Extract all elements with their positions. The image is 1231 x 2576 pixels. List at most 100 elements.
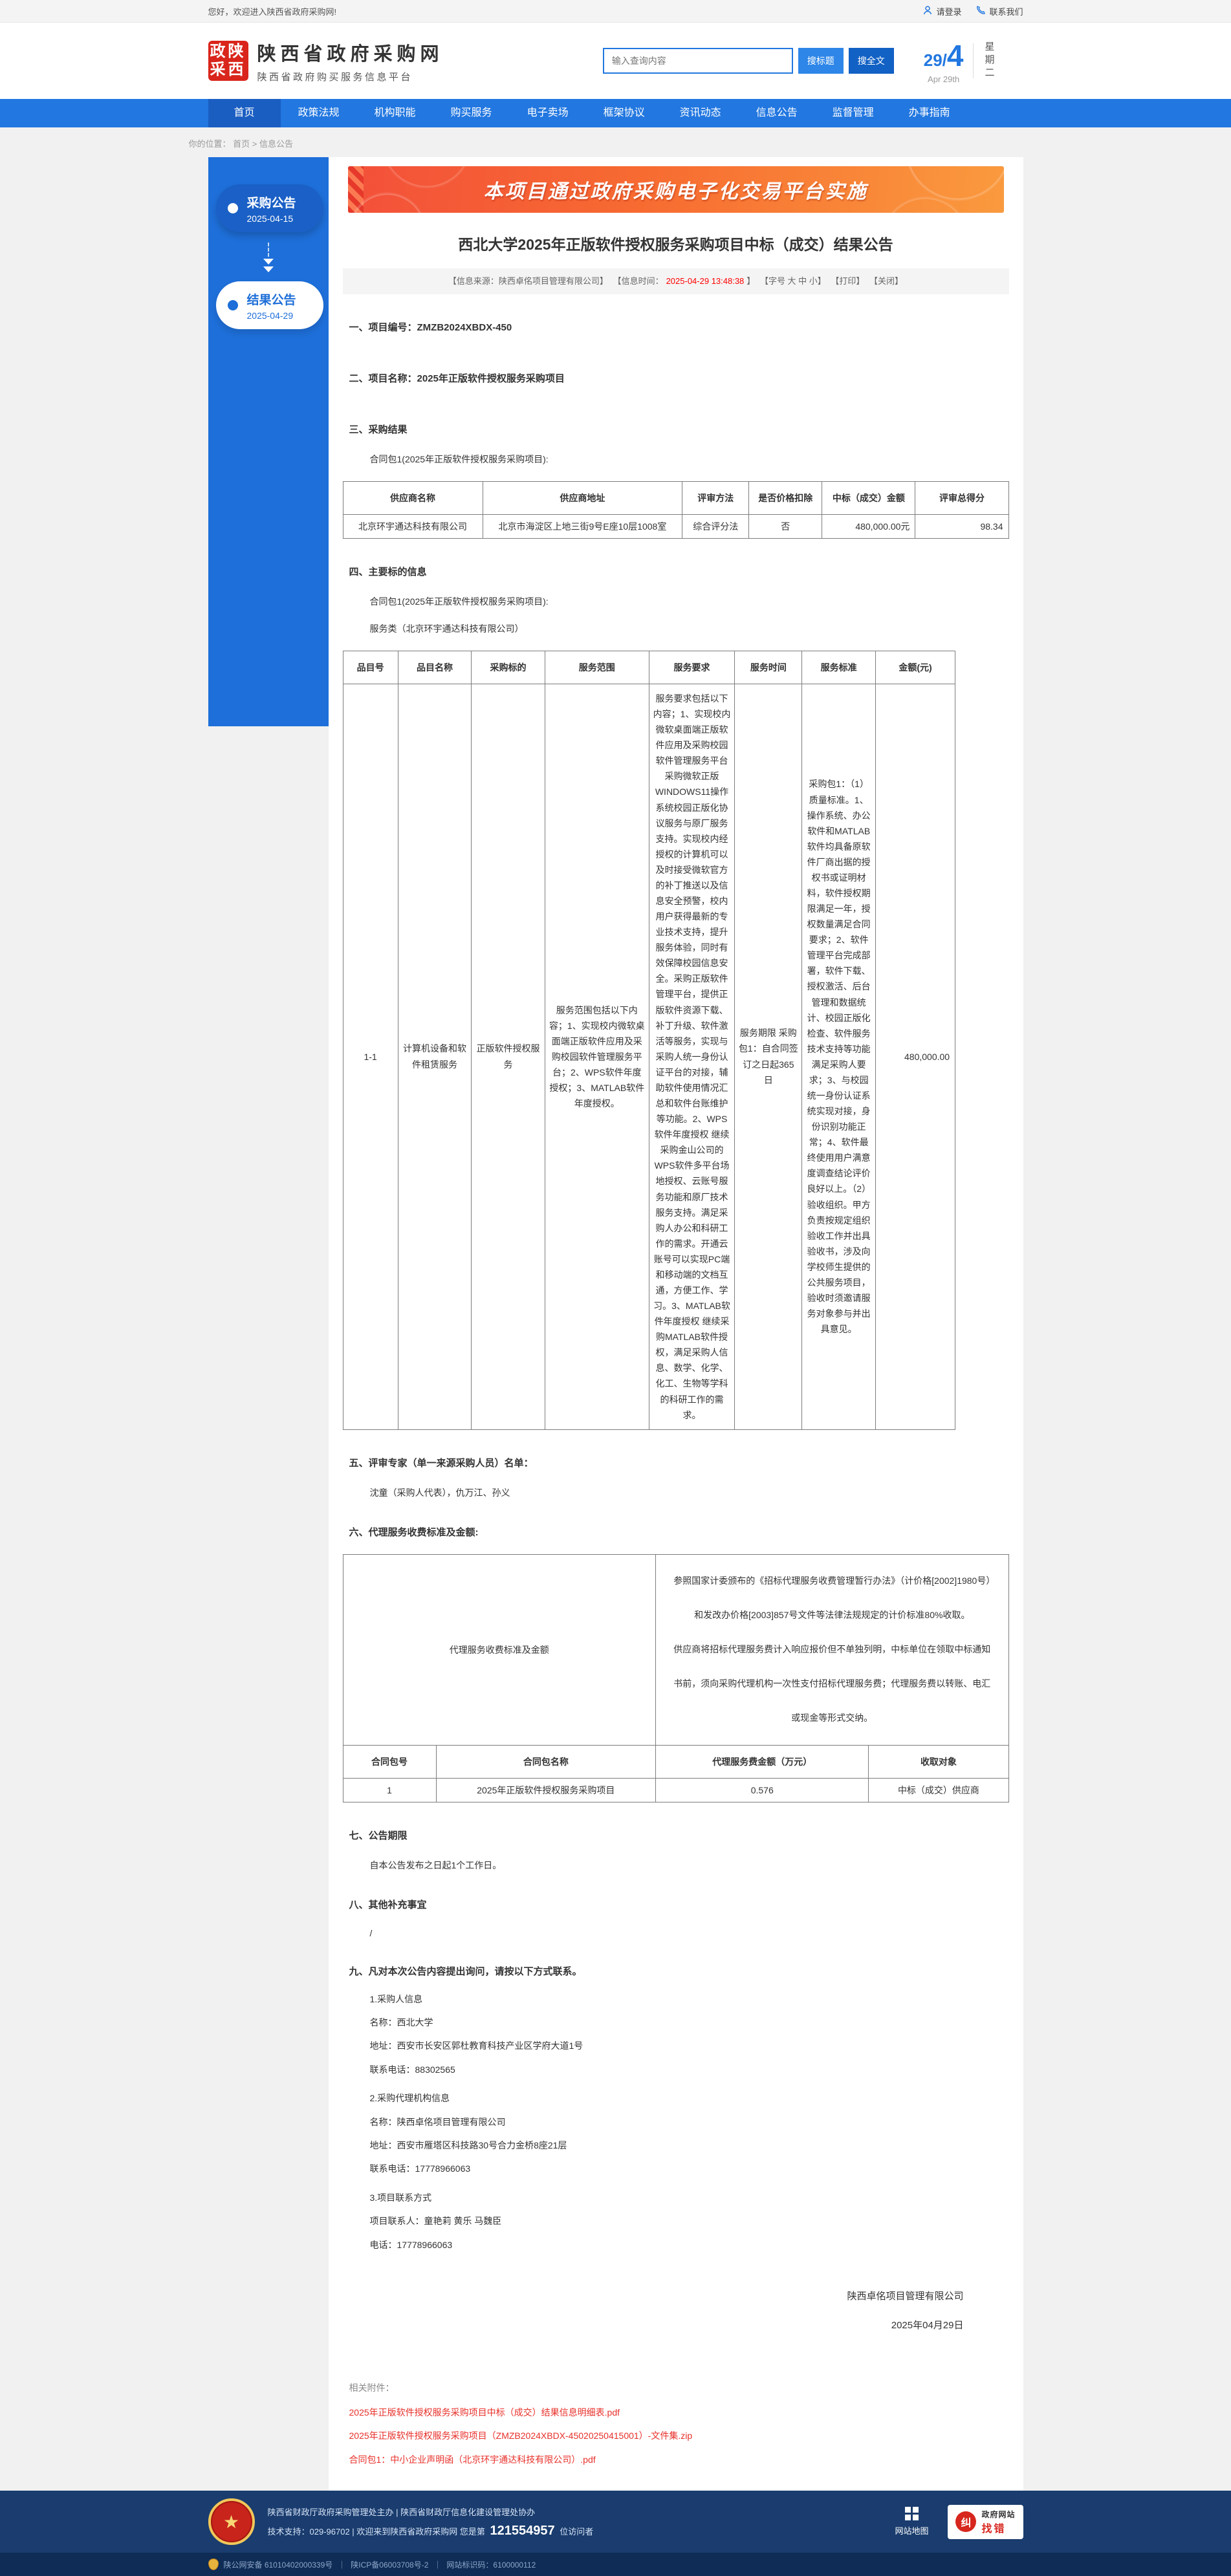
login-link[interactable]: 请登录 — [922, 5, 961, 17]
item-name: 计算机设备和软件租赁服务 — [397, 684, 472, 1430]
info-time-label: 【信息时间： — [613, 276, 664, 286]
gov-website-error-report-badge[interactable]: 纠 政府网站 找错 — [948, 2504, 1023, 2539]
column-header: 品目名称 — [397, 651, 472, 684]
table-row: 北京环宇通达科技有限公司 北京市海淀区上地三街9号E座10层1008室 综合评分… — [342, 514, 1009, 539]
column-header: 评审总得分 — [915, 481, 1009, 515]
attachment-link-sme-declaration-pdf[interactable]: 合同包1：中小企业声明函（北京环宇通达科技有限公司）.pdf — [349, 2454, 596, 2465]
sidebar-step-procurement-notice[interactable]: 采购公告 2025-04-15 — [215, 184, 323, 232]
section-8-title: 八、其他补充事宜 — [349, 1899, 427, 1910]
attachments-title: 相关附件： — [349, 2382, 395, 2393]
error-badge-top-label: 政府网站 — [981, 2509, 1016, 2519]
agency-fee-table: 代理服务收费标准及金额 参照国家计委颁布的《招标代理服务收费管理暂行办法》（计价… — [342, 1553, 1009, 1802]
nav-item-news[interactable]: 资讯动态 — [679, 107, 721, 118]
weekday-label: 星期二 — [983, 41, 995, 80]
sitemap-link[interactable]: 网站地图 — [895, 2507, 928, 2537]
arrow-down-icon — [208, 243, 329, 272]
site-header: 政陕采西 陕西省政府采购网 陕西省政府购买服务信息平台 搜标题 搜全文 29/4… — [0, 23, 1231, 99]
site-logo: 政陕采西 — [208, 41, 248, 81]
step-dot-icon — [227, 203, 238, 213]
contact-us-link[interactable]: 联系我们 — [975, 5, 1023, 17]
column-header: 合同包号 — [342, 1744, 437, 1779]
footer-organizer-line: 陕西省财政厅政府采购管理处主办 | 陕西省财政厅信息化建设管理处协办 — [267, 2507, 536, 2517]
user-icon — [922, 5, 933, 17]
nav-item-emall[interactable]: 电子卖场 — [527, 107, 569, 118]
purchaser-info-heading: 1.采购人信息 — [369, 1993, 423, 2004]
fee-payer: 中标（成交）供应商 — [868, 1777, 1009, 1802]
step-date: 2025-04-15 — [246, 213, 294, 224]
nav-item-policies[interactable]: 政策法规 — [298, 107, 340, 118]
column-header: 采购标的 — [471, 651, 545, 684]
contract-package-number: 1 — [342, 1777, 437, 1802]
site-footer: ★ 陕西省财政厅政府采购管理处主办 | 陕西省财政厅信息化建设管理处协办 技术支… — [0, 2491, 1231, 2576]
purchaser-phone: 联系电话：88302565 — [369, 2064, 455, 2075]
agency-address: 地址：西安市雁塔区科技路30号合力金桥8座21层 — [369, 2139, 567, 2150]
divider — [972, 43, 974, 78]
column-header: 金额(元) — [875, 651, 956, 684]
section-9-title: 九、凡对本次公告内容提出询问，请按以下方式联系。 — [349, 1965, 582, 1977]
nav-item-supervision[interactable]: 监督管理 — [832, 107, 874, 118]
agency-fee-description: 参照国家计委颁布的《招标代理服务收费管理暂行办法》（计价格[2002]1980号… — [655, 1553, 1009, 1746]
date-month: 4 — [946, 38, 964, 72]
error-badge-bottom-label: 找错 — [981, 2523, 1007, 2535]
print-button[interactable]: 【打印】 — [831, 276, 865, 286]
nav-item-purchase-services[interactable]: 购买服务 — [450, 107, 492, 118]
announcement-card: 本项目通过政府采购电子化交易平台实施 西北大学2025年正版软件授权服务采购项目… — [328, 157, 1023, 2491]
section-6-title: 六、代理服务收费标准及金额: — [349, 1526, 479, 1538]
search-title-button[interactable]: 搜标题 — [798, 48, 844, 74]
date-display: 29/4 Apr 29th 星期二 — [924, 38, 1023, 84]
nav-item-functions[interactable]: 机构职能 — [374, 107, 416, 118]
column-header: 评审方法 — [682, 481, 750, 515]
column-header: 中标（成交）金额 — [822, 481, 916, 515]
icp-record-number: 陕ICP备06003708号-2 — [351, 2560, 429, 2570]
sitemap-grid-icon — [904, 2507, 919, 2521]
info-time-value: 2025-04-29 13:48:38 — [666, 276, 745, 286]
expert-names: 沈童（采购人代表），仇万江、孙义 — [369, 1487, 510, 1498]
service-requirement: 服务要求包括以下内容；1、实现校内微软桌面端正版软件应用及采购校园软件管理服务平… — [648, 684, 735, 1430]
step-date: 2025-04-29 — [246, 310, 294, 321]
purchaser-name: 名称：西北大学 — [369, 2017, 433, 2028]
search-fulltext-button[interactable]: 搜全文 — [848, 48, 894, 74]
announcement-title: 西北大学2025年正版软件授权服务采购项目中标（成交）结果公告 — [458, 236, 893, 253]
signature-date: 2025年04月29日 — [891, 2319, 964, 2331]
attachment-link-detail-pdf[interactable]: 2025年正版软件授权服务采购项目中标（成交）结果信息明细表.pdf — [349, 2407, 620, 2418]
close-button[interactable]: 【关闭】 — [869, 276, 904, 286]
attachment-link-fileset-zip[interactable]: 2025年正版软件授权服务采购项目（ZMZB2024XBDX-450202504… — [349, 2430, 693, 2441]
phone-icon — [975, 5, 986, 17]
site-name: 陕西省政府采购网 — [257, 43, 444, 65]
footer-icp-bar: 陕公网安备 61010402000339号 ｜ 陕ICP备06003708号-2… — [0, 2553, 1231, 2576]
procurement-target: 正版软件授权服务 — [471, 684, 545, 1430]
agency-fee-amount: 0.576 — [655, 1777, 869, 1802]
table-row: 1-1 计算机设备和软件租赁服务 正版软件授权服务 服务范围包括以下内容；1、实… — [342, 684, 956, 1430]
agency-info-heading: 2.采购代理机构信息 — [369, 2093, 450, 2104]
breadcrumb-home-link[interactable]: 首页 — [233, 139, 250, 149]
nav-item-framework[interactable]: 框架协议 — [603, 107, 645, 118]
supplier-name: 北京环宇通达科技有限公司 — [342, 514, 483, 539]
column-header: 供应商名称 — [342, 481, 483, 515]
table-row: 代理服务收费标准及金额 参照国家计委颁布的《招标代理服务收费管理暂行办法》（计价… — [342, 1553, 1009, 1746]
process-sidebar: 采购公告 2025-04-15 结果公告 2025-04-29 — [208, 157, 329, 726]
font-size-controls[interactable]: 【字号 大 中 小】 — [759, 276, 826, 286]
info-time-bracket: 】 — [746, 276, 756, 286]
top-utility-bar: 您好，欢迎进入陕西省政府采购网! 请登录 联系我们 — [0, 0, 1231, 23]
search-box: 搜标题 搜全文 — [602, 48, 894, 74]
nav-item-home[interactable]: 首页 — [208, 99, 281, 127]
section-5-title: 五、评审专家（单一来源采购人员）名单： — [349, 1457, 534, 1469]
info-source: 【信息来源：陕西卓佲项目管理有限公司】 — [448, 276, 608, 286]
site-subtitle: 陕西省政府购买服务信息平台 — [257, 71, 413, 83]
table-row: 1 2025年正版软件授权服务采购项目 0.576 中标（成交）供应商 — [342, 1777, 1009, 1802]
review-score: 98.34 — [915, 514, 1009, 539]
project-contact-phone: 电话：17778966063 — [369, 2239, 453, 2250]
package-line: 合同包1(2025年正版软件授权服务采购项目): — [369, 454, 549, 464]
column-header: 服务时间 — [734, 651, 803, 684]
nav-item-announcements[interactable]: 信息公告 — [756, 107, 798, 118]
service-scope: 服务范围包括以下内容；1、实现校内微软桌面端正版软件应用及采购校园软件管理服务平… — [544, 684, 649, 1430]
search-input[interactable] — [602, 48, 793, 74]
sidebar-step-result-notice[interactable]: 结果公告 2025-04-29 — [215, 281, 323, 329]
purchaser-address: 地址：西安市长安区郭杜教育科技产业区学府大道1号 — [369, 2040, 583, 2051]
site-identifier-code: 网站标识码：6100000112 — [446, 2560, 536, 2570]
separator: ｜ — [433, 2560, 442, 2570]
welcome-text: 您好，欢迎进入陕西省政府采购网! — [208, 6, 337, 17]
column-header: 收取对象 — [868, 1744, 1009, 1779]
project-contact-names: 项目联系人：童艳莉 黄乐 马魏臣 — [369, 2216, 502, 2227]
nav-item-guide[interactable]: 办事指南 — [908, 107, 950, 118]
